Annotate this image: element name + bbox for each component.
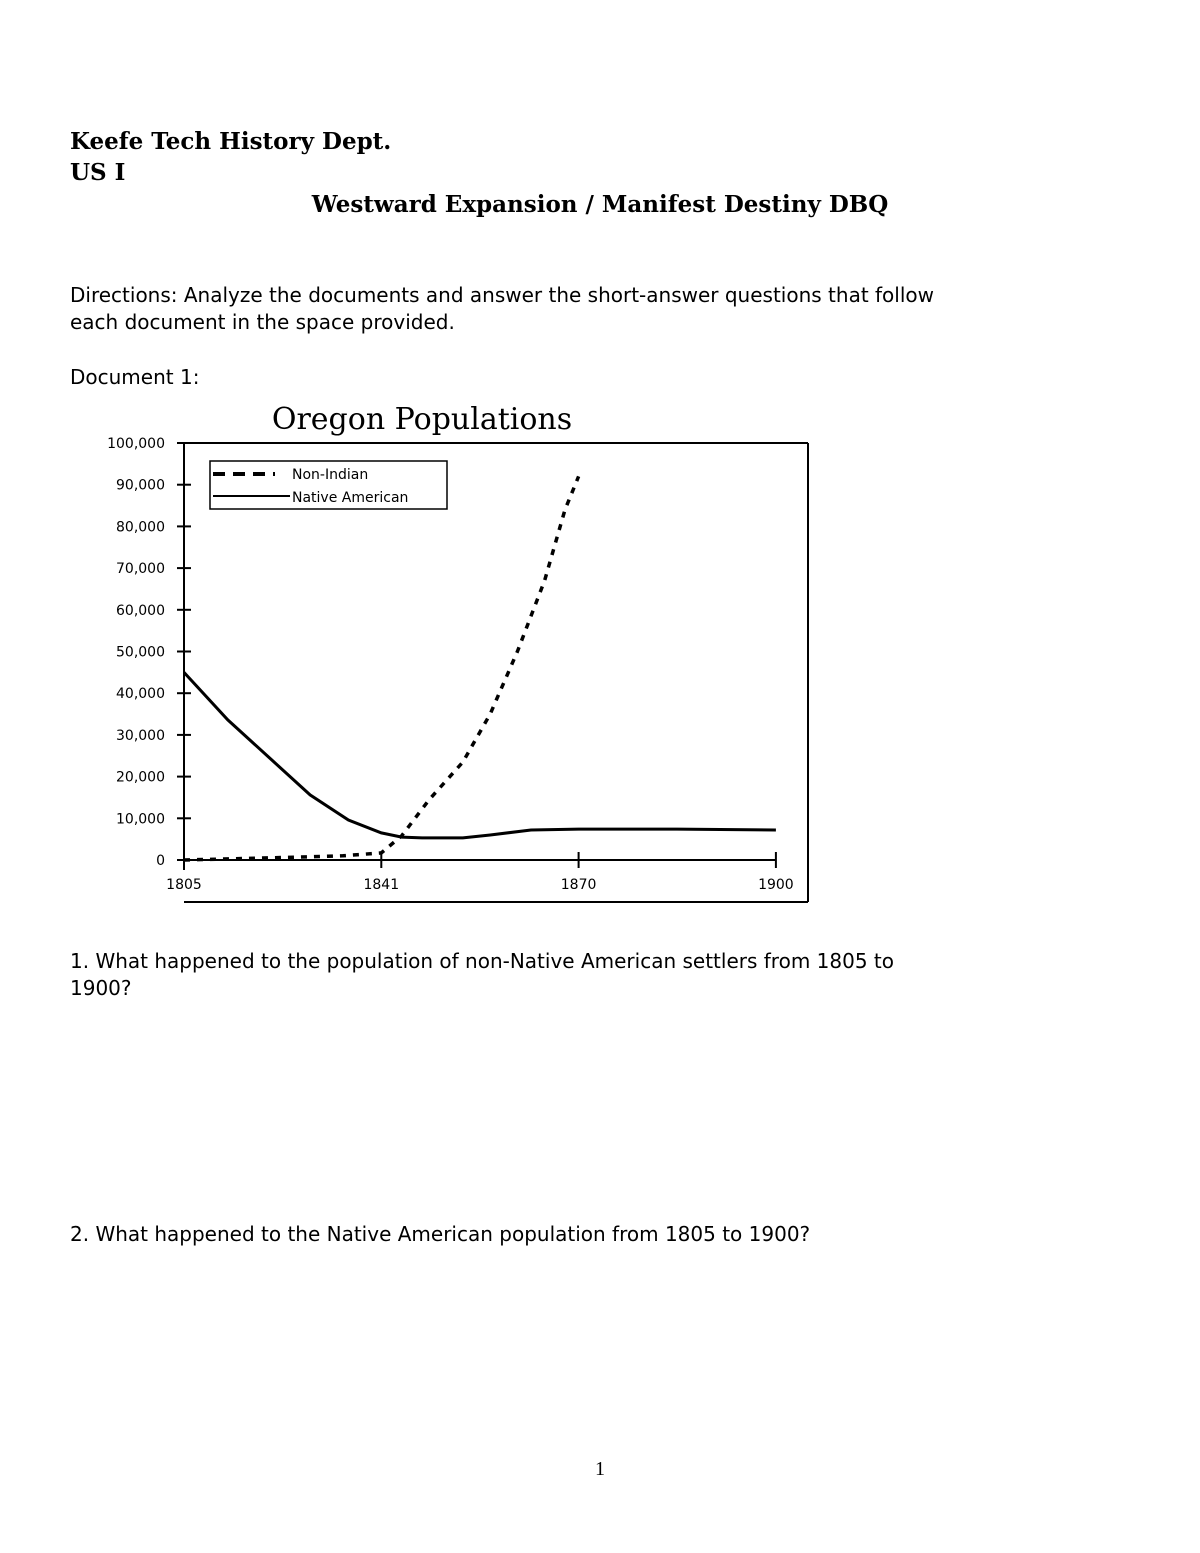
directions-line-2: each document in the space provided.: [70, 310, 455, 334]
y-tick-label: 0: [156, 853, 165, 869]
y-tick-label: 90,000: [116, 478, 165, 494]
y-tick-label: 60,000: [116, 603, 165, 619]
page-number: 1: [595, 1458, 605, 1480]
y-tick-label: 100,000: [107, 436, 165, 452]
y-tick-label: 30,000: [116, 728, 165, 744]
legend-box: [209, 460, 448, 510]
y-tick-label: 70,000: [116, 561, 165, 577]
department-heading: Keefe Tech History Dept.: [70, 128, 392, 155]
x-tick-label: 1870: [561, 877, 597, 893]
series-line-native-american: [182, 671, 776, 840]
y-tick-label: 40,000: [116, 686, 165, 702]
y-tick-label: 80,000: [116, 519, 165, 535]
y-tick-label: 10,000: [116, 811, 165, 827]
y-tick-label: 20,000: [116, 770, 165, 786]
legend: Non-Indian Native American: [209, 460, 448, 510]
course-heading: US I: [70, 159, 126, 186]
y-tick-label: 50,000: [116, 645, 165, 661]
question-1-line-2: 1900?: [70, 976, 132, 1000]
chart-frame: [183, 442, 809, 903]
series-line-non-indian: [183, 475, 581, 862]
legend-label-non-indian: Non-Indian: [292, 467, 368, 483]
document-label: Document 1:: [70, 365, 200, 389]
legend-label-native-american: Native American: [292, 490, 408, 506]
chart-title: Oregon Populations: [272, 402, 572, 437]
x-tick-label: 1900: [758, 877, 794, 893]
directions-line-1: Directions: Analyze the documents and an…: [70, 283, 935, 307]
question-1-line-1: 1. What happened to the population of no…: [70, 949, 894, 973]
document-title: Westward Expansion / Manifest Destiny DB…: [311, 191, 889, 218]
oregon-populations-chart: Oregon Populations 0 10,000 20,000 30,000 40…: [107, 402, 809, 903]
x-tick-label: 1805: [166, 877, 202, 893]
x-tick-label: 1841: [363, 877, 399, 893]
question-2: 2. What happened to the Native American …: [70, 1222, 811, 1246]
